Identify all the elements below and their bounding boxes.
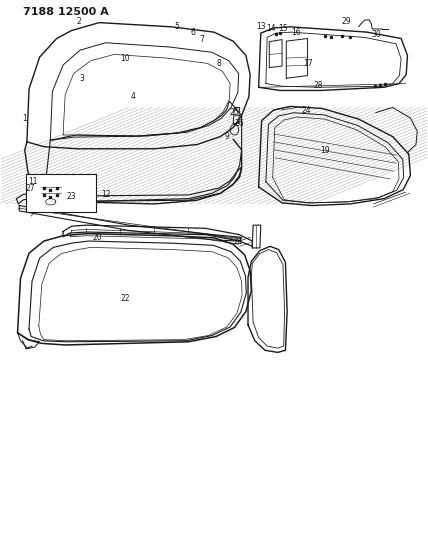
Text: 9: 9 (224, 132, 229, 141)
Text: 16: 16 (291, 28, 300, 37)
Text: 7: 7 (199, 35, 205, 44)
Text: 25: 25 (229, 108, 239, 117)
Text: 12: 12 (101, 190, 110, 199)
Text: 19: 19 (321, 147, 330, 156)
Text: 7188 12500 A: 7188 12500 A (23, 7, 108, 17)
Text: 17: 17 (303, 60, 312, 68)
Text: 2: 2 (77, 17, 81, 26)
Bar (26, 174, 96, 213)
Text: 29: 29 (342, 17, 351, 26)
Text: 1: 1 (22, 114, 27, 123)
Text: 15: 15 (278, 25, 288, 34)
Text: 4: 4 (131, 92, 136, 101)
Text: 26: 26 (235, 119, 244, 128)
Text: 30: 30 (372, 30, 381, 39)
Text: 14: 14 (267, 25, 276, 34)
Text: 10: 10 (120, 54, 130, 63)
Text: 21: 21 (234, 237, 244, 246)
Text: 28: 28 (313, 80, 323, 90)
Text: 6: 6 (190, 28, 195, 37)
Text: 27: 27 (26, 183, 35, 192)
Text: 23: 23 (67, 192, 76, 201)
Text: 22: 22 (121, 294, 130, 303)
Text: 8: 8 (217, 60, 221, 68)
Text: 3: 3 (80, 74, 85, 83)
Text: 13: 13 (256, 22, 266, 31)
Text: 5: 5 (174, 22, 179, 31)
Text: 20: 20 (92, 233, 102, 242)
Text: 11: 11 (29, 177, 38, 186)
Text: 24: 24 (302, 106, 312, 115)
